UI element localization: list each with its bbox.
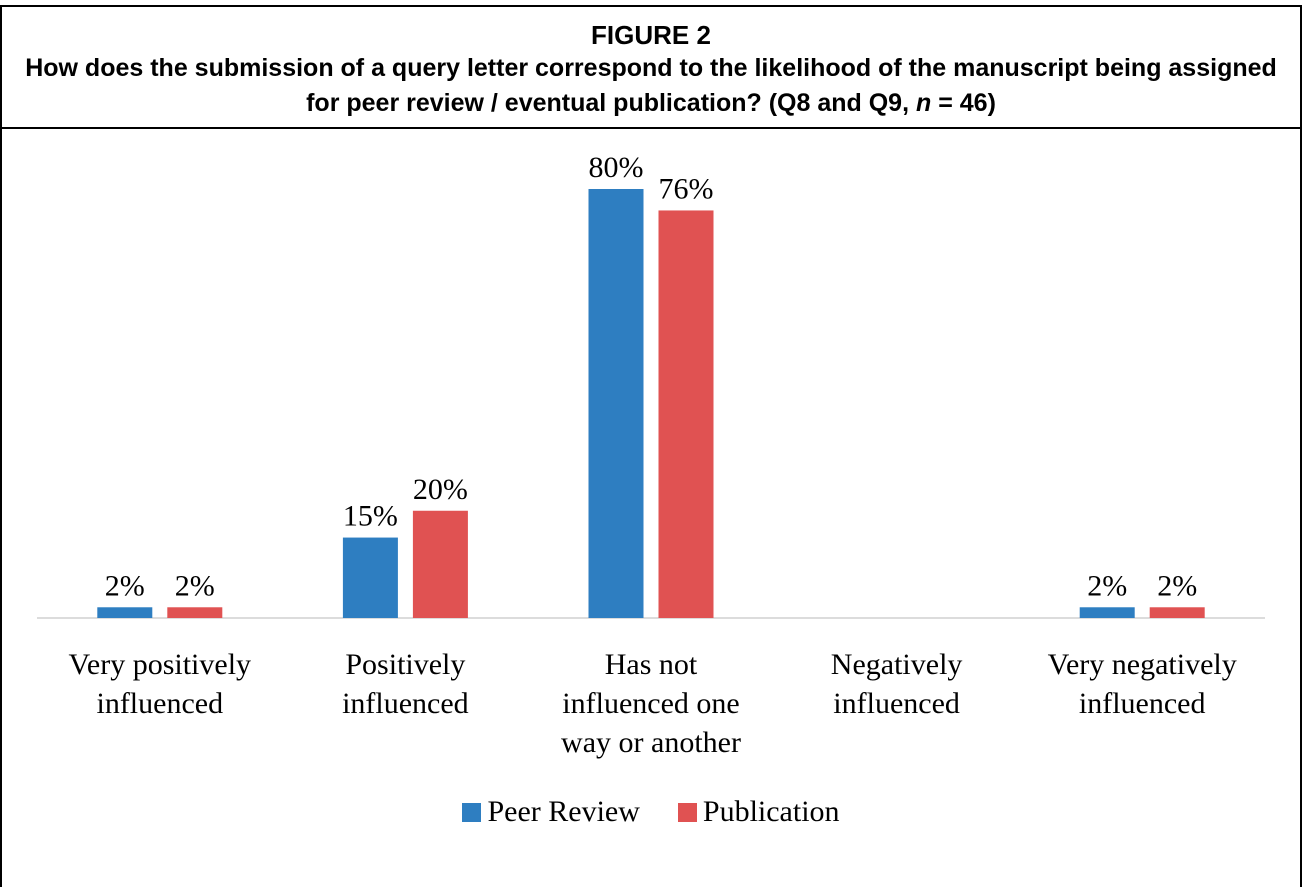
header: FIGURE 2 How does the submission of a qu… xyxy=(0,5,1302,129)
data-label: 15% xyxy=(343,500,398,533)
legend-label: Peer Review xyxy=(487,795,640,828)
x-tick-label: Positively influenced xyxy=(342,648,469,720)
data-label: 2% xyxy=(1087,569,1127,602)
legend-swatch xyxy=(677,802,697,822)
legend: Peer Review Publication xyxy=(0,795,1302,829)
subtitle-text: = 46) xyxy=(931,89,996,117)
chart-subtitle: How does the submission of a query lette… xyxy=(2,51,1300,121)
bar xyxy=(97,607,153,618)
bar xyxy=(167,607,223,618)
bar xyxy=(342,537,398,618)
legend-item: Peer Review xyxy=(462,795,640,829)
subtitle-italic: n xyxy=(915,89,932,117)
data-label: 20% xyxy=(413,473,468,506)
legend-label: Publication xyxy=(702,795,840,828)
x-tick-label: Very negatively influenced xyxy=(1047,648,1237,720)
legend-swatch xyxy=(462,802,482,822)
x-tick-label: Has not influenced one way or another xyxy=(561,648,741,759)
bar xyxy=(658,210,714,618)
chart-title: FIGURE 2 xyxy=(591,20,711,50)
bar xyxy=(1149,607,1205,618)
legend-item: Publication xyxy=(677,795,840,829)
x-tick-label: Negatively influenced xyxy=(830,648,963,720)
x-tick-label: Very positively influenced xyxy=(68,648,252,720)
bar xyxy=(412,510,468,618)
bar xyxy=(588,189,644,618)
data-label: 80% xyxy=(589,151,644,184)
bar xyxy=(1079,607,1135,618)
data-label: 2% xyxy=(1157,569,1197,602)
data-label: 2% xyxy=(175,569,215,602)
data-label: 76% xyxy=(659,172,714,205)
subtitle-text: How does the submission of a query lette… xyxy=(25,54,1277,117)
data-label: 2% xyxy=(105,569,145,602)
